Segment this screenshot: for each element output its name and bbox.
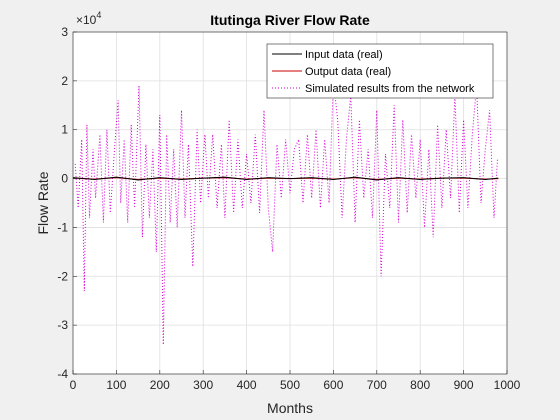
y-tick-label: -2: [57, 269, 68, 283]
y-exponent-power: 4: [96, 10, 101, 20]
x-tick-label: 100: [106, 378, 126, 392]
legend-label-output: Output data (real): [305, 66, 391, 78]
y-tick-label: -3: [57, 318, 68, 332]
y-tick-label: 2: [61, 74, 68, 88]
x-tick-label: 400: [237, 378, 257, 392]
x-tick-label: 500: [280, 378, 300, 392]
x-tick-label: 900: [454, 378, 474, 392]
legend: Input data (real) Output data (real) Sim…: [266, 43, 494, 99]
x-tick-label: 800: [410, 378, 430, 392]
x-tick-label: 200: [150, 378, 170, 392]
legend-label-input: Input data (real): [305, 49, 383, 61]
x-axis-label: Months: [267, 400, 313, 416]
x-tick-label: 0: [70, 378, 77, 392]
y-exponent-label: ×104: [76, 10, 101, 27]
chart-title: Itutinga River Flow Rate: [210, 12, 370, 28]
x-tick-label: 1000: [494, 378, 521, 392]
series-line-input: [72, 176, 499, 181]
x-tick-label: 600: [323, 378, 343, 392]
ticks: 0 100 200 300 400 500 600 700 800 900 1000 -4 -3 -2 -1…: [57, 25, 520, 392]
y-tick-label: -1: [57, 220, 68, 234]
x-tick-label: 700: [367, 378, 387, 392]
y-exponent-base: ×10: [76, 13, 97, 27]
y-tick-label: 3: [61, 25, 68, 39]
legend-box: [266, 43, 494, 99]
series-layer: [72, 80, 499, 345]
x-tick-label: 300: [193, 378, 213, 392]
y-tick-label: -4: [57, 367, 68, 381]
series-line-simulated: [74, 80, 498, 345]
y-tick-label: 0: [61, 172, 68, 186]
legend-label-simulated: Simulated results from the network: [305, 83, 475, 95]
y-axis-label: Flow Rate: [35, 171, 51, 234]
y-tick-label: 1: [61, 123, 68, 137]
